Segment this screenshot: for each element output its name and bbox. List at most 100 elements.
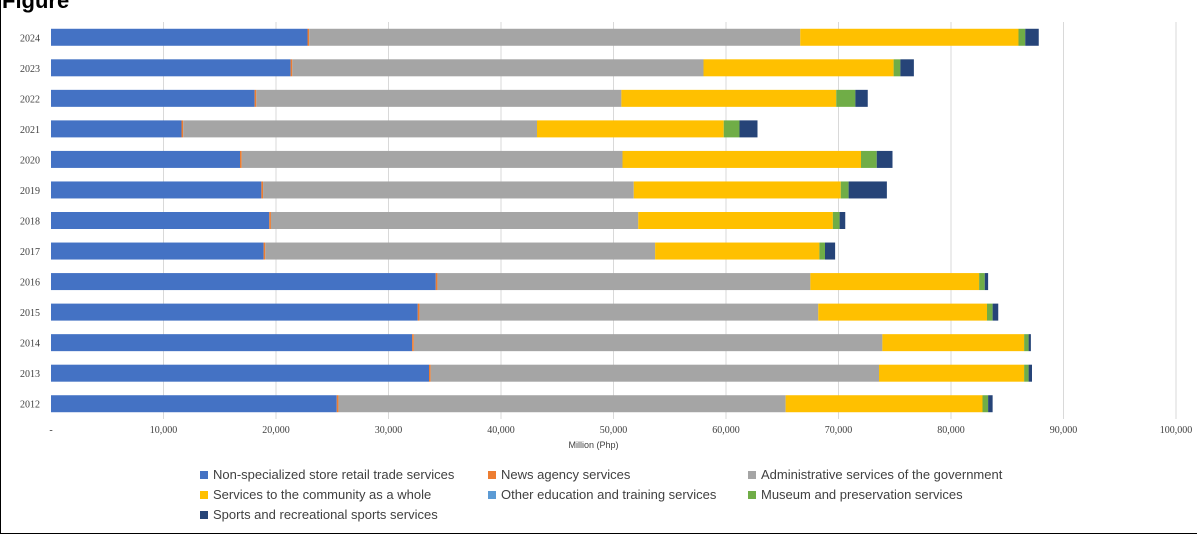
x-tick-label: - [49, 425, 52, 436]
bar-segment [982, 395, 989, 413]
bar-segment [1024, 334, 1029, 352]
legend-label: Administrative services of the governmen… [761, 467, 1003, 482]
bar-segment [1028, 334, 1031, 352]
x-tick-labels: - 10,000 20,000 30,000 40,000 50,000 60,000 70,… [49, 425, 1192, 436]
bar-segment [638, 212, 833, 229]
y-tick-label: 2021 [20, 125, 40, 136]
bar-segment [655, 242, 820, 260]
bar-segment [269, 212, 271, 229]
bar-segment [825, 242, 836, 260]
legend-swatch [200, 490, 208, 499]
bar-segment [900, 59, 914, 77]
legend-label: Services to the community as a whole [213, 487, 432, 502]
bar-segment [270, 212, 639, 229]
bar-segment [882, 334, 1025, 352]
bar-segment [879, 364, 1025, 382]
legend-label: Other education and training services [501, 487, 717, 502]
bar-segment [309, 28, 801, 46]
y-tick-labels: 2024 2023 2022 2021 2020 2019 2018 2017 2016 2015… [20, 33, 40, 410]
bar-segment [785, 395, 983, 413]
bar-segment [987, 303, 993, 321]
bar-segment [51, 395, 337, 413]
bar-segment [256, 89, 622, 107]
y-tick-label: 2023 [20, 64, 40, 75]
bar-segment [417, 303, 420, 321]
bar-segment [621, 89, 837, 107]
bar-segment [840, 181, 849, 199]
bar-segment [1018, 28, 1026, 46]
x-tick-label: 70,000 [825, 425, 853, 436]
bar-segment [810, 273, 980, 291]
bar-segment [1024, 364, 1029, 382]
bar-segment [241, 150, 623, 168]
bar-segment [836, 89, 856, 107]
bar-segment [984, 273, 989, 291]
bar-segment [263, 242, 266, 260]
y-tick-label: 2019 [20, 186, 40, 197]
legend-swatch [488, 490, 496, 499]
bar-segment [979, 273, 985, 291]
bar-segment [429, 364, 431, 382]
bar-segment [703, 59, 894, 77]
bar-segment [435, 273, 438, 291]
bar-segment [848, 181, 887, 199]
legend-item: News agency services [488, 467, 630, 482]
bar-segment [307, 28, 310, 46]
x-tick-label: 90,000 [1050, 425, 1078, 436]
bar-segment [633, 181, 841, 199]
bar-segment [739, 120, 758, 138]
bar-segment [537, 120, 724, 138]
x-tick-label: 40,000 [487, 425, 515, 436]
bar-segment [876, 150, 893, 168]
bar-segment [861, 150, 877, 168]
legend-swatch [748, 490, 756, 499]
y-tick-label: 2016 [20, 278, 40, 289]
legend-item: Non-specialized store retail trade servi… [200, 467, 454, 482]
bars [51, 28, 1039, 413]
bar-segment [265, 242, 656, 260]
legend-item: Sports and recreational sports services [200, 507, 438, 522]
legend-label: News agency services [501, 467, 631, 482]
bar-segment [263, 181, 634, 199]
bar-segment [1025, 28, 1039, 46]
gridlines [163, 22, 1177, 419]
bar-segment [51, 28, 308, 46]
x-tick-label: 80,000 [937, 425, 965, 436]
bar-segment [51, 212, 270, 229]
legend-item: Services to the community as a whole [200, 487, 431, 502]
legend-swatch [200, 510, 208, 519]
bar-segment [800, 28, 1019, 46]
y-tick-label: 2012 [20, 400, 40, 411]
legend-swatch [748, 470, 756, 479]
bar-segment [290, 59, 293, 77]
y-tick-label: 2013 [20, 369, 40, 380]
legend-swatch [488, 470, 496, 479]
bar-segment [855, 89, 868, 107]
bar-segment [419, 303, 819, 321]
y-tick-label: 2018 [20, 217, 40, 228]
y-tick-label: 2024 [20, 33, 40, 44]
bar-segment [51, 364, 429, 382]
bar-segment [254, 89, 257, 107]
x-tick-label: 30,000 [375, 425, 403, 436]
bar-segment [51, 273, 436, 291]
y-tick-label: 2014 [20, 339, 40, 350]
y-tick-label: 2020 [20, 155, 40, 166]
bar-segment [818, 303, 987, 321]
bar-segment [51, 120, 182, 138]
x-tick-label: 100,000 [1160, 425, 1193, 436]
legend-swatch [200, 470, 208, 479]
bar-segment [988, 395, 993, 413]
bar-segment [338, 395, 786, 413]
x-tick-label: 60,000 [712, 425, 740, 436]
bar-segment [51, 334, 413, 352]
legend-item: Museum and preservation services [748, 487, 963, 502]
bar-segment [992, 303, 999, 321]
bar-segment [832, 212, 840, 229]
bar-segment [819, 242, 825, 260]
bar-segment [412, 334, 414, 352]
bar-segment [839, 212, 846, 229]
y-tick-label: 2017 [20, 247, 40, 258]
bar-segment [437, 273, 811, 291]
